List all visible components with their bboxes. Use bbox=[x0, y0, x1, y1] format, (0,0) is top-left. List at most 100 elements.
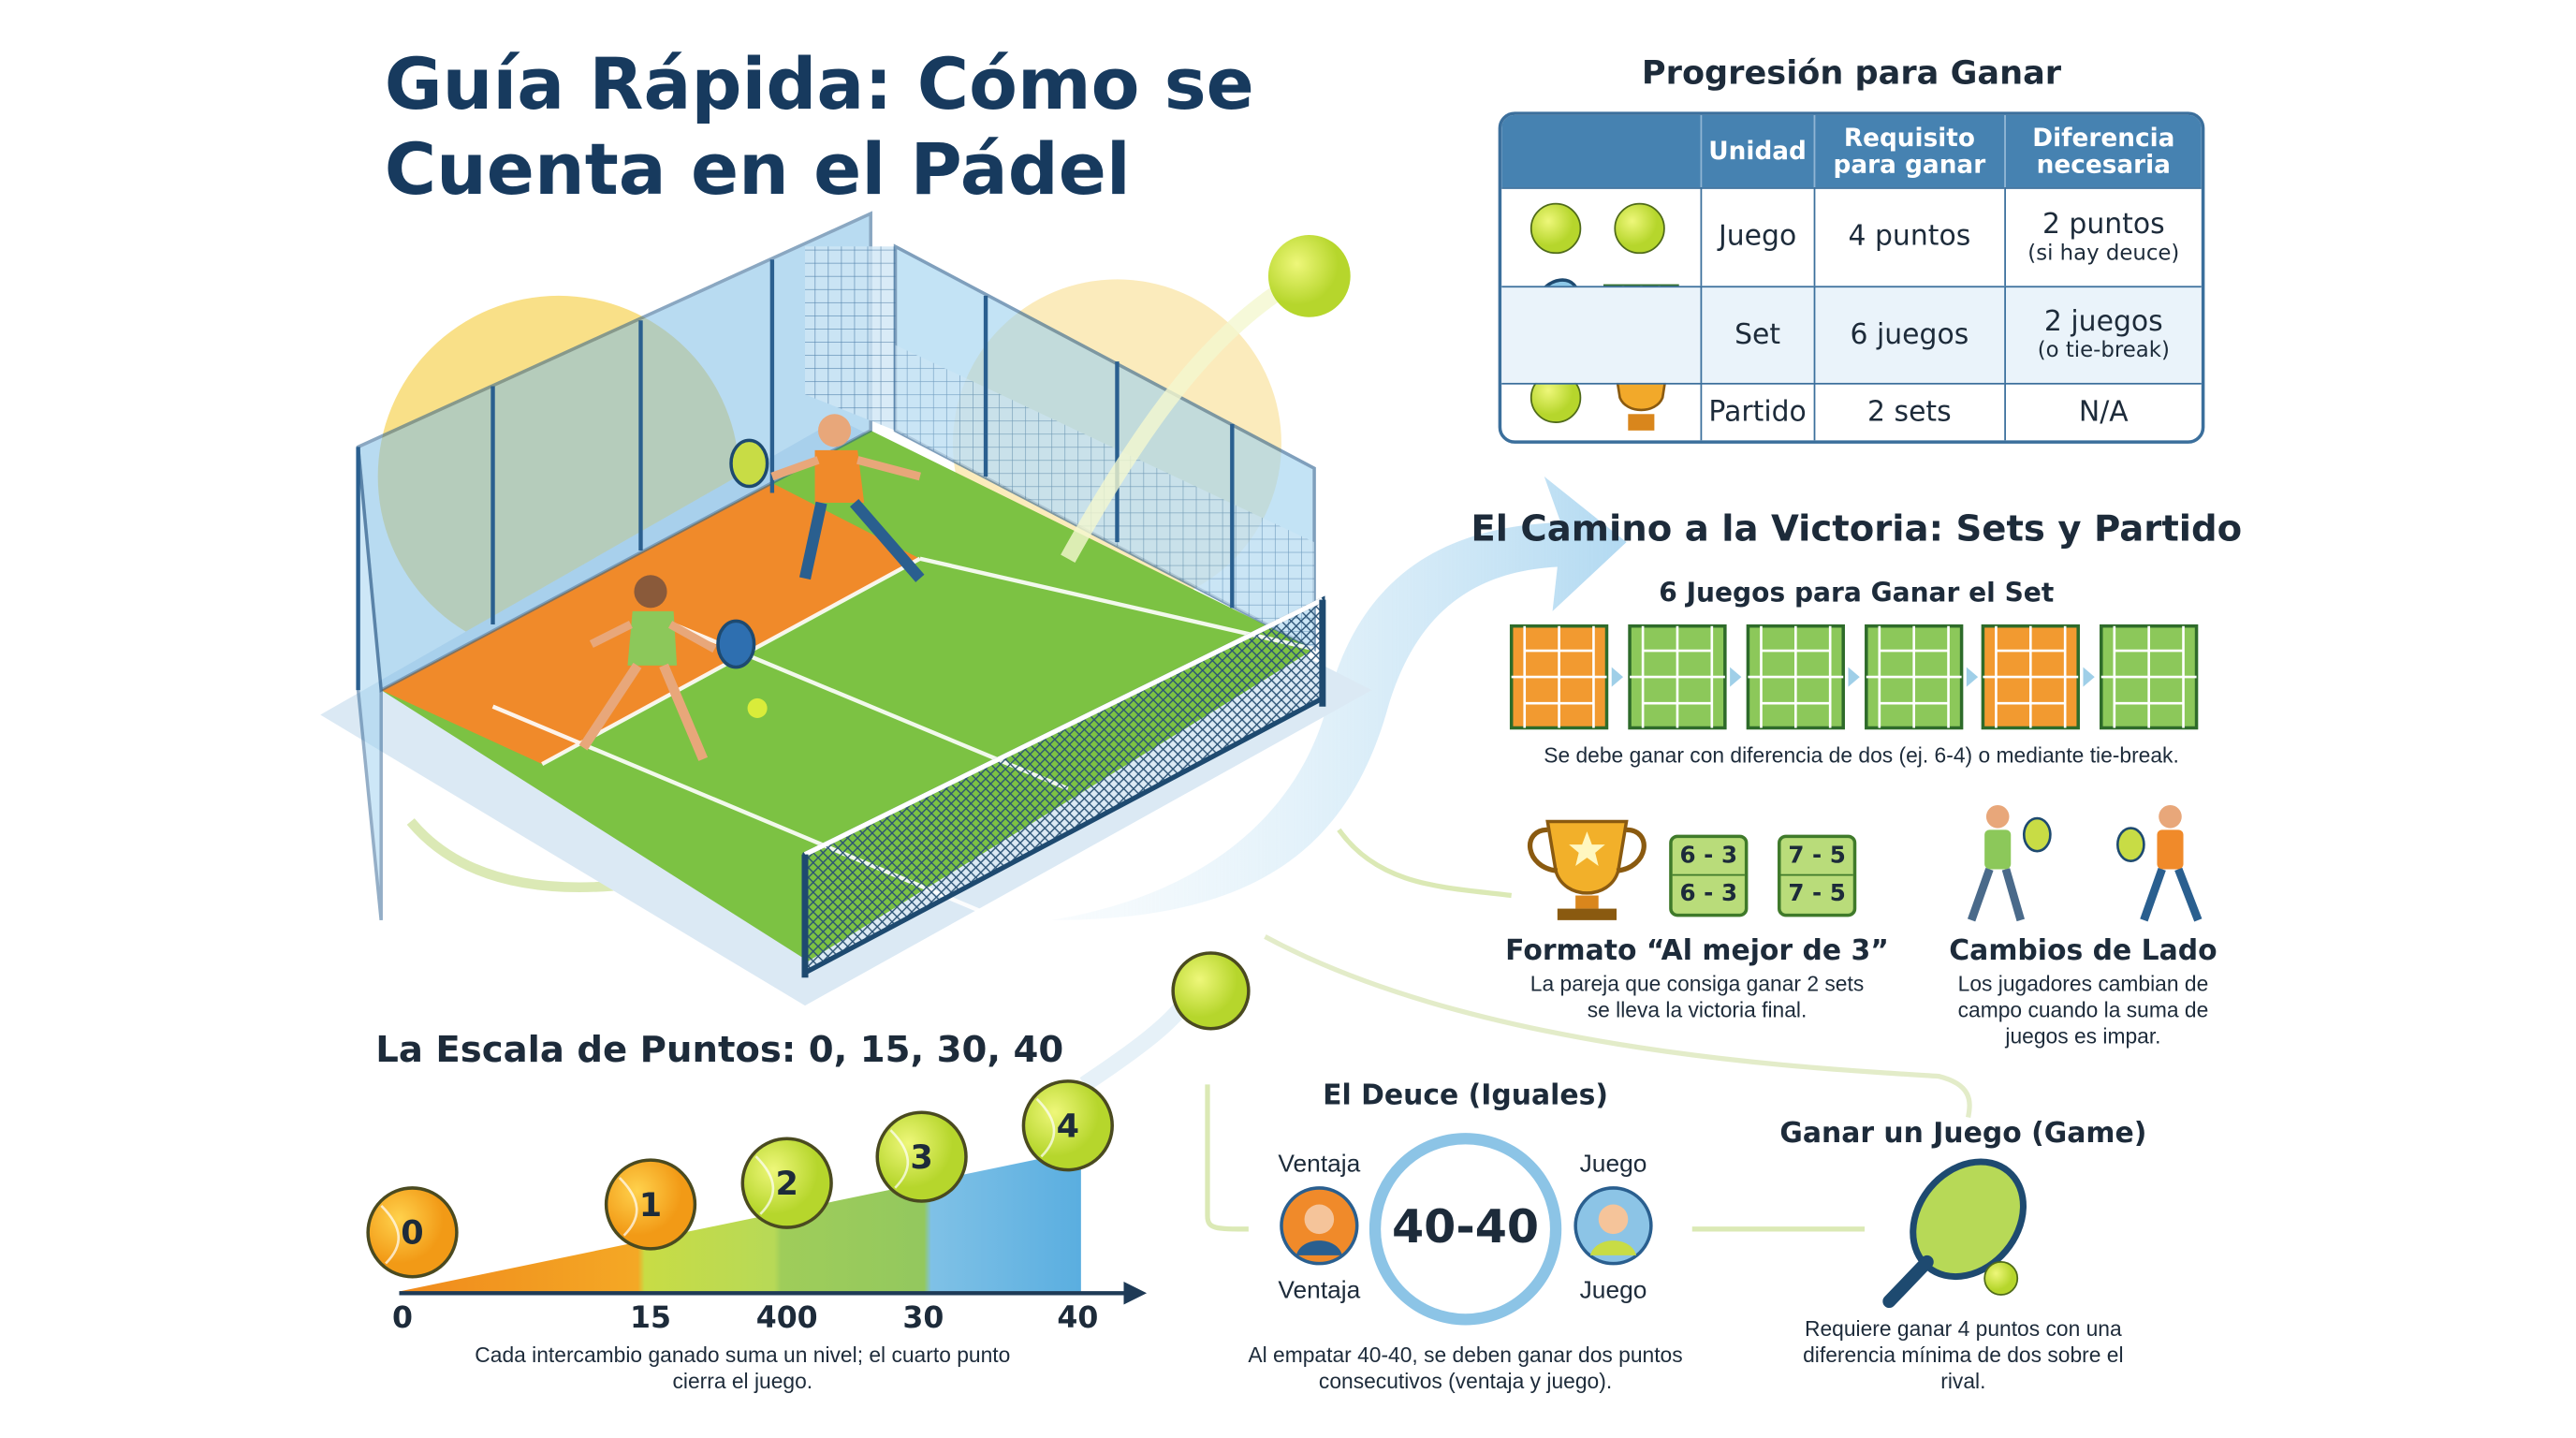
ball-seam bbox=[889, 1129, 910, 1189]
score-balls: 0 1 2 3 4 bbox=[366, 951, 1251, 1279]
score-ball bbox=[604, 1158, 697, 1251]
header-cell bbox=[1501, 114, 1701, 188]
cell: 4 puntos bbox=[1812, 187, 2005, 286]
court-lines bbox=[1866, 625, 1962, 728]
table-header: Unidad Requisito para ganar Diferencia n… bbox=[1501, 114, 2202, 188]
section-title: La Escala de Puntos: 0, 15, 30, 40 bbox=[375, 1030, 1064, 1072]
icon-cell bbox=[1501, 187, 1701, 286]
cell-text: 2 puntos bbox=[2042, 208, 2165, 242]
axis-arrow bbox=[1123, 1281, 1148, 1305]
cell-text: 2 juegos bbox=[2043, 306, 2163, 340]
axis-label: 40 bbox=[1057, 1301, 1099, 1336]
avatar bbox=[1573, 1186, 1653, 1266]
caption: Los jugadores cambian de campo cuando la… bbox=[1957, 971, 2209, 1049]
court-lines bbox=[1511, 625, 1607, 728]
ball bbox=[747, 697, 768, 718]
deuce-ring bbox=[1368, 1133, 1562, 1326]
caption: Al empatar 40-40, se deben ganar dos pun… bbox=[1248, 1342, 1683, 1394]
section-title: El Deuce (Iguales) bbox=[1323, 1079, 1608, 1113]
table-title: Progresión para Ganar bbox=[1641, 52, 2062, 93]
feature-title: Cambios de Lado bbox=[1949, 934, 2217, 968]
caption: Requiere ganar 4 puntos con una diferenc… bbox=[1803, 1315, 2124, 1394]
cell: 2 puntos (si hay deuce) bbox=[2004, 187, 2202, 286]
scoreboard: 6 - 3 6 - 3 bbox=[1669, 834, 1749, 917]
table-row: Partido 2 sets N/A bbox=[1501, 383, 2202, 441]
court-lines bbox=[1630, 625, 1725, 728]
title: Guía Rápida: Cómo se Cuenta en el Pádel bbox=[384, 44, 1254, 213]
connector bbox=[1264, 934, 1972, 1118]
court-lines bbox=[2100, 625, 2197, 728]
score: 6 - 3 bbox=[1679, 880, 1738, 907]
subheading: 6 Juegos para Ganar el Set bbox=[1659, 577, 2055, 609]
deuce-score: 40-40 bbox=[1391, 1199, 1540, 1255]
progression-table: Unidad Requisito para ganar Diferencia n… bbox=[1498, 111, 2205, 444]
cell-note: (si hay deuce) bbox=[2027, 241, 2180, 266]
score-ball bbox=[366, 1186, 459, 1279]
ball-label: 3 bbox=[910, 1138, 932, 1177]
racket bbox=[1882, 1158, 2027, 1309]
ball-seam bbox=[754, 1155, 775, 1215]
player bbox=[578, 575, 756, 761]
set-courts bbox=[1509, 624, 2199, 730]
caption: La pareja que consiga ganar 2 sets se ll… bbox=[1530, 971, 1865, 1022]
cell: Juego bbox=[1700, 187, 1813, 286]
axis-label: 400 bbox=[755, 1301, 818, 1336]
ball-trail bbox=[1079, 1000, 1190, 1092]
score-ball bbox=[740, 1137, 833, 1229]
label: Ventaja bbox=[1278, 1276, 1361, 1305]
court-lines bbox=[1983, 625, 2079, 728]
arrow bbox=[1848, 667, 1860, 687]
arrow bbox=[2083, 667, 2095, 687]
court-lines bbox=[1748, 625, 1844, 728]
score-ball bbox=[1021, 1079, 1114, 1172]
ball-label: 1 bbox=[639, 1186, 662, 1225]
player bbox=[729, 414, 925, 582]
player bbox=[2116, 804, 2203, 922]
connector bbox=[1337, 828, 1513, 899]
ball bbox=[1171, 951, 1251, 1031]
connector bbox=[1205, 1084, 1866, 1232]
ball bbox=[1267, 234, 1351, 317]
caption: Se debe ganar con diferencia de dos (ej.… bbox=[1544, 742, 2179, 768]
icon-cell bbox=[1501, 285, 1701, 384]
score: 7 - 5 bbox=[1780, 838, 1853, 876]
cell-note: (o tie-break) bbox=[2037, 339, 2170, 364]
header-cell: Unidad bbox=[1700, 114, 1813, 188]
table-row: Set 6 juegos 2 juegos (o tie-break) bbox=[1501, 285, 2202, 384]
axis-label: 30 bbox=[902, 1301, 944, 1336]
ball-seam bbox=[380, 1204, 401, 1265]
ball-label: 0 bbox=[401, 1214, 423, 1253]
caption: Cada intercambio ganado suma un nivel; e… bbox=[475, 1342, 1011, 1394]
arrow bbox=[1966, 667, 1979, 687]
header-cell: Requisito para ganar bbox=[1812, 114, 2005, 188]
ball-trail bbox=[1061, 271, 1303, 563]
ball-label: 2 bbox=[775, 1165, 798, 1203]
player bbox=[1967, 804, 2052, 922]
table-row: Juego 4 puntos 2 puntos (si hay deuce) bbox=[1501, 187, 2202, 286]
cell: 2 sets bbox=[1812, 383, 2005, 441]
section-title: El Camino a la Victoria: Sets y Partido bbox=[1471, 509, 2243, 550]
cell: Set bbox=[1700, 285, 1813, 384]
scoreboard: 7 - 5 7 - 5 bbox=[1778, 834, 1857, 917]
cell: 2 juegos (o tie-break) bbox=[2004, 285, 2202, 384]
arrow bbox=[1611, 667, 1624, 687]
cell: N/A bbox=[2004, 383, 2202, 441]
score: 7 - 5 bbox=[1788, 880, 1846, 907]
section-title: Ganar un Juego (Game) bbox=[1779, 1117, 2147, 1151]
points-ramp bbox=[399, 1150, 1081, 1292]
cell: 6 juegos bbox=[1812, 285, 2005, 384]
cell: Partido bbox=[1700, 383, 1813, 441]
score: 6 - 3 bbox=[1672, 838, 1745, 876]
axis-label: 15 bbox=[630, 1301, 672, 1336]
score-ball bbox=[875, 1110, 968, 1203]
arrow bbox=[1730, 667, 1742, 687]
ball-label: 4 bbox=[1057, 1108, 1079, 1146]
label: Juego bbox=[1579, 1150, 1647, 1179]
ball-seam bbox=[618, 1177, 638, 1237]
axis-label: 0 bbox=[392, 1301, 413, 1336]
icon-cell bbox=[1501, 383, 1701, 440]
trophy bbox=[1527, 819, 1647, 920]
